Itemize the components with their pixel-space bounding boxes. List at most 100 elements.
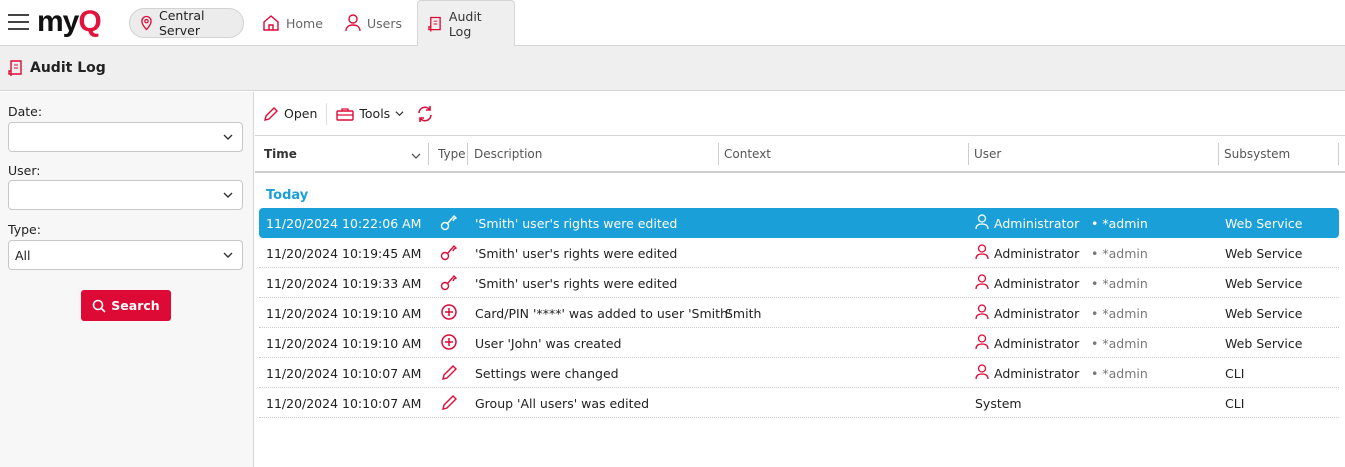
column-divider[interactable]	[467, 143, 468, 165]
column-divider[interactable]	[1218, 143, 1219, 165]
tab-home[interactable]: Home	[262, 0, 323, 46]
column-context[interactable]: Context	[724, 147, 772, 161]
date-select[interactable]	[8, 122, 243, 152]
table-row[interactable]: 11/20/2024 10:22:06 AM 'Smith' user's ri…	[259, 208, 1339, 238]
row-description: Settings were changed	[475, 366, 619, 381]
edit-type-icon	[440, 363, 458, 384]
row-description: Card/PIN '****' was added to user 'Smith…	[475, 306, 732, 321]
type-value: All	[15, 247, 31, 263]
edit-type-icon	[440, 393, 458, 414]
location-pin-icon	[141, 15, 152, 31]
column-type[interactable]: Type	[438, 147, 466, 161]
row-description: User 'John' was created	[475, 336, 622, 351]
key-type-icon	[440, 243, 458, 264]
open-label: Open	[284, 106, 318, 121]
row-time: 11/20/2024 10:19:45 AM	[266, 246, 422, 261]
tab-users[interactable]: Users	[345, 0, 402, 46]
user-icon	[975, 364, 989, 383]
date-label: Date:	[8, 104, 43, 119]
add-type-icon	[440, 333, 458, 354]
tools-menu-button[interactable]: Tools	[336, 106, 404, 121]
column-divider[interactable]	[968, 143, 969, 165]
tab-label: Audit Log	[448, 8, 482, 39]
type-select[interactable]: All	[8, 240, 243, 270]
menu-icon[interactable]	[8, 14, 29, 30]
type-label: Type:	[8, 222, 41, 237]
page-header: Audit Log	[0, 46, 1345, 91]
row-time: 11/20/2024 10:19:33 AM	[266, 276, 422, 291]
key-type-icon	[440, 213, 458, 234]
row-subsystem: CLI	[1225, 366, 1245, 381]
row-user: Administrator	[994, 336, 1080, 351]
table-row[interactable]: 11/20/2024 10:10:07 AM Group 'All users'…	[259, 388, 1339, 418]
toolbar-divider	[326, 102, 328, 125]
row-subsystem: CLI	[1225, 396, 1245, 411]
row-context: Smith	[725, 306, 762, 321]
table-row[interactable]: 11/20/2024 10:19:10 AM User 'John' was c…	[259, 328, 1339, 358]
user-label: User:	[8, 163, 41, 178]
tab-label: Users	[367, 15, 403, 31]
row-subsystem: Web Service	[1225, 306, 1303, 321]
user-icon	[345, 14, 361, 32]
user-icon	[975, 304, 989, 323]
column-time[interactable]: Time	[264, 147, 297, 161]
open-button[interactable]: Open	[263, 106, 317, 122]
user-select[interactable]	[8, 180, 243, 210]
row-subsystem: Web Service	[1225, 216, 1303, 231]
chevron-down-icon	[223, 192, 233, 198]
table-row[interactable]: 11/20/2024 10:10:07 AM Settings were cha…	[259, 358, 1339, 388]
user-icon	[975, 244, 989, 263]
search-label: Search	[111, 298, 160, 313]
row-user: Administrator	[994, 276, 1080, 291]
top-bar: myQ Central Server Home Users Audit Log	[0, 0, 1345, 46]
row-description: Group 'All users' was edited	[475, 396, 650, 411]
row-login: • *admin	[1091, 306, 1148, 321]
row-description: 'Smith' user's rights were edited	[475, 216, 678, 231]
row-user: System	[975, 396, 1022, 411]
row-subsystem: Web Service	[1225, 276, 1303, 291]
column-description[interactable]: Description	[474, 147, 543, 161]
row-subsystem: Web Service	[1225, 336, 1303, 351]
row-time: 11/20/2024 10:22:06 AM	[266, 216, 422, 231]
column-subsystem[interactable]: Subsystem	[1224, 147, 1291, 161]
row-user: Administrator	[994, 246, 1080, 261]
server-selector[interactable]: Central Server	[129, 8, 244, 38]
table-row[interactable]: 11/20/2024 10:19:10 AM Card/PIN '****' w…	[259, 298, 1339, 328]
search-button[interactable]: Search	[81, 290, 171, 321]
row-login: • *admin	[1091, 216, 1148, 231]
row-time: 11/20/2024 10:19:10 AM	[266, 306, 422, 321]
page-title: Audit Log	[30, 60, 106, 76]
row-description: 'Smith' user's rights were edited	[475, 246, 678, 261]
row-time: 11/20/2024 10:10:07 AM	[266, 366, 422, 381]
row-login: • *admin	[1091, 276, 1148, 291]
column-user[interactable]: User	[974, 147, 1002, 161]
filter-panel: Date: User: Type: All Search	[0, 92, 254, 467]
toolbar: Open Tools	[255, 92, 1345, 136]
audit-log-icon	[428, 16, 441, 31]
row-user: Administrator	[994, 216, 1080, 231]
column-divider[interactable]	[1338, 143, 1339, 165]
server-name: Central Server	[159, 8, 205, 38]
row-time: 11/20/2024 10:10:07 AM	[266, 396, 422, 411]
toolbox-icon	[336, 107, 355, 121]
table-row[interactable]: 11/20/2024 10:19:45 AM 'Smith' user's ri…	[259, 238, 1339, 268]
tab-audit-log[interactable]: Audit Log	[417, 0, 515, 46]
home-icon	[263, 15, 279, 31]
user-icon	[975, 334, 989, 353]
sort-chevron-icon[interactable]	[411, 151, 421, 161]
column-divider[interactable]	[718, 143, 719, 165]
row-description: 'Smith' user's rights were edited	[475, 276, 678, 291]
row-subsystem: Web Service	[1225, 246, 1303, 261]
add-type-icon	[440, 303, 458, 324]
user-icon	[975, 274, 989, 293]
chevron-down-icon	[395, 111, 404, 117]
table-row[interactable]: 11/20/2024 10:19:33 AM 'Smith' user's ri…	[259, 268, 1339, 298]
refresh-icon[interactable]	[416, 105, 434, 123]
chevron-down-icon	[223, 252, 233, 258]
tab-label: Home	[286, 15, 323, 31]
column-divider[interactable]	[428, 143, 429, 165]
user-icon	[975, 214, 989, 233]
tools-label: Tools	[359, 106, 391, 121]
myq-logo[interactable]: myQ	[37, 5, 102, 38]
row-login: • *admin	[1091, 336, 1148, 351]
